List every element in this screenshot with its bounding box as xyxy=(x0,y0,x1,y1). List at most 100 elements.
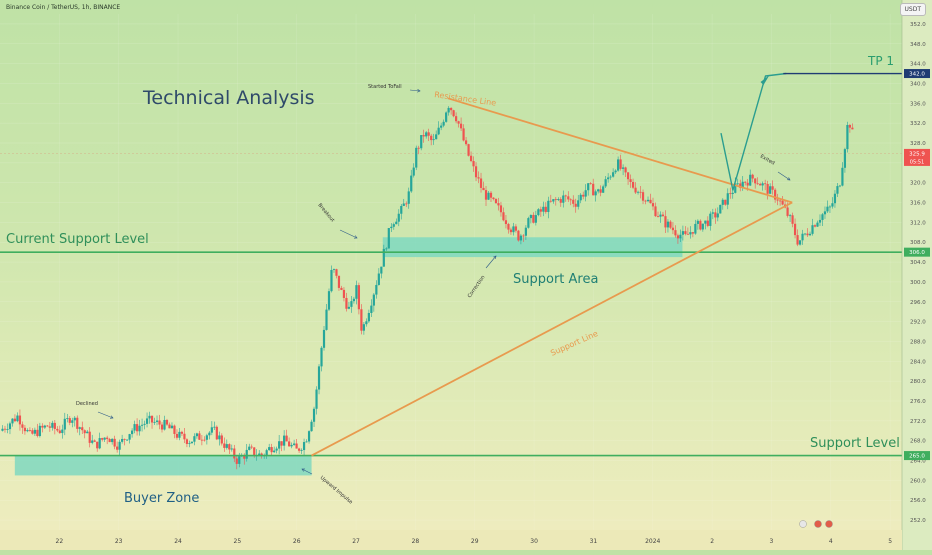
candle-body xyxy=(305,441,308,443)
current-price-tag[interactable] xyxy=(904,148,930,166)
candle-body xyxy=(821,214,824,220)
candle-body xyxy=(203,439,206,441)
candle-body xyxy=(180,431,184,434)
current-support-price-tag[interactable] xyxy=(904,247,930,257)
candle-body xyxy=(320,347,323,367)
forecast-arrowhead xyxy=(760,75,770,86)
buyer-zone xyxy=(14,455,312,476)
candle-body xyxy=(626,172,630,180)
candle-body xyxy=(150,415,154,423)
tp-price-tag[interactable] xyxy=(904,69,930,79)
candle-body xyxy=(253,447,256,456)
candle-body xyxy=(679,234,682,239)
candle-body xyxy=(91,440,94,443)
candle-body xyxy=(427,132,430,136)
x-tick-label: 30 xyxy=(530,538,538,545)
y-tick-label: 300.0 xyxy=(910,280,926,286)
candle-body xyxy=(759,183,762,186)
candle-body xyxy=(310,421,313,432)
y-tick-label: 304.0 xyxy=(910,260,926,266)
candle-body xyxy=(532,214,535,223)
candle-body xyxy=(661,214,665,217)
candle-body xyxy=(452,110,455,117)
candle-body xyxy=(617,159,620,171)
candle-body xyxy=(238,456,241,464)
candle-body xyxy=(499,205,503,213)
candle-body xyxy=(63,418,66,430)
correction-label: Correction xyxy=(467,275,487,300)
candle-body xyxy=(639,191,642,193)
candle-body xyxy=(138,425,141,432)
current-support-price-tag-text: 306.0 xyxy=(909,250,925,256)
candle-body xyxy=(711,212,714,214)
candle-body xyxy=(128,434,131,440)
candle-body xyxy=(322,329,326,348)
candle-body xyxy=(307,431,311,442)
candle-body xyxy=(355,285,358,299)
candle-body xyxy=(116,446,119,450)
candle-body xyxy=(362,324,365,331)
candle-body xyxy=(118,441,121,450)
candle-body xyxy=(437,127,440,135)
flag-event-icon[interactable] xyxy=(814,520,822,528)
started-to-fall-label: Started ToFall xyxy=(368,84,402,90)
candle-body xyxy=(205,435,208,440)
candle-body xyxy=(739,183,742,188)
candle-body xyxy=(68,418,71,423)
candle-body xyxy=(170,425,174,429)
candle-body xyxy=(664,216,667,228)
candle-body xyxy=(791,215,794,224)
current-price-tag-text: 325.9 xyxy=(909,151,925,157)
currency-badge[interactable]: USDT xyxy=(899,3,926,16)
annotation-labels: Technical Analysis TP 1 Current Support Le… xyxy=(6,54,900,506)
y-tick-label: 336.0 xyxy=(910,101,926,107)
correction-arrow xyxy=(485,255,497,269)
candle-body xyxy=(417,147,420,149)
candle-body xyxy=(542,206,545,212)
candle-body xyxy=(425,132,428,137)
candle-body xyxy=(724,199,727,205)
candle-body xyxy=(415,147,418,168)
candle-body xyxy=(330,270,333,292)
candle-body xyxy=(300,450,303,451)
y-tick-label: 312.0 xyxy=(910,220,926,226)
candle-body xyxy=(801,233,804,241)
candle-body xyxy=(843,149,847,168)
candle-body xyxy=(73,417,76,421)
y-tick-label: 280.0 xyxy=(910,379,926,385)
candle-body xyxy=(771,186,774,190)
lightning-icon[interactable] xyxy=(799,520,807,528)
candle-body xyxy=(153,421,156,423)
candle-body xyxy=(731,192,734,194)
forecast-path[interactable] xyxy=(720,72,787,191)
candle-body xyxy=(46,425,49,427)
candle-body xyxy=(604,179,607,187)
candle-body xyxy=(178,431,181,438)
resistance-line[interactable] xyxy=(447,97,793,204)
candle-body xyxy=(297,448,301,451)
candle-body xyxy=(656,216,660,217)
candle-body xyxy=(846,125,849,150)
support-line[interactable] xyxy=(311,201,793,457)
support-level-price-tag[interactable] xyxy=(904,451,930,461)
candle-body xyxy=(382,248,385,267)
candle-body xyxy=(213,426,216,428)
candlesticks xyxy=(1,106,854,470)
declined-arrow xyxy=(97,411,114,419)
candle-body xyxy=(218,435,221,440)
flag-event-icon[interactable] xyxy=(825,520,833,528)
candle-body xyxy=(1,428,4,431)
time-axis-panel[interactable] xyxy=(0,530,902,550)
breakout-label: Breakout xyxy=(316,202,335,223)
x-tick-label: 24 xyxy=(174,538,182,545)
candle-body xyxy=(619,159,622,169)
y-tick-label: 272.0 xyxy=(910,419,926,425)
candle-body xyxy=(76,417,79,429)
candle-body xyxy=(577,200,580,207)
candle-body xyxy=(395,221,398,225)
candle-body xyxy=(435,134,438,140)
candle-body xyxy=(228,444,231,450)
candle-body xyxy=(273,450,276,453)
